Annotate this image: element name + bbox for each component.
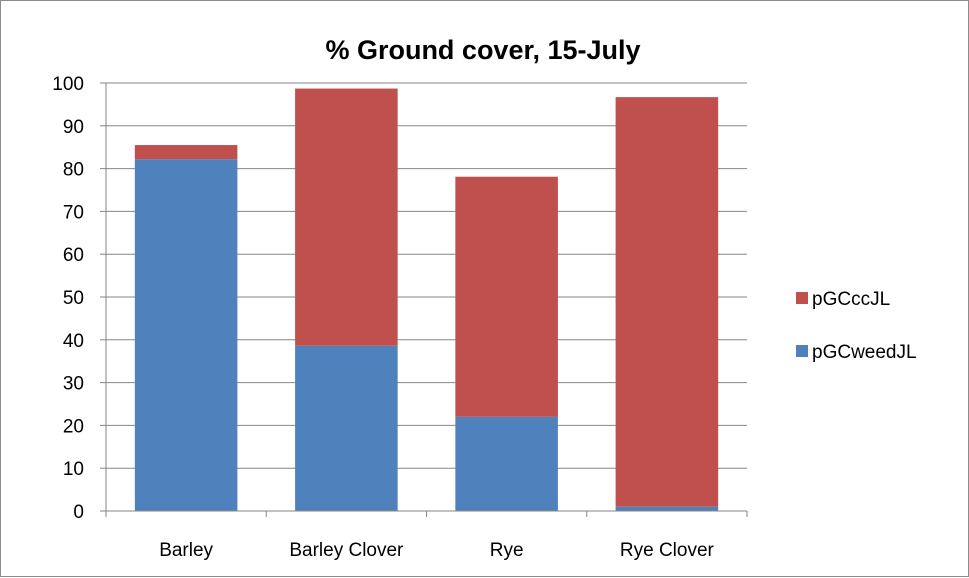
- y-tick-label: 50: [63, 288, 84, 309]
- y-tick-label: 0: [73, 502, 84, 523]
- bar-pGCweedJL-barley: [134, 159, 238, 511]
- bars: [134, 88, 719, 511]
- bar-pGCweedJL-rye: [455, 416, 558, 511]
- y-tick-label: 40: [63, 331, 84, 352]
- y-tick-label: 30: [63, 374, 84, 395]
- legend-label-pGCweedJL: pGCweedJL: [812, 342, 917, 363]
- legend-swatch-pGCccJL: [796, 292, 808, 304]
- x-tick-label: Barley Clover: [289, 540, 404, 561]
- y-axis-ticks: 0 10 20 30 40 50 60 70 80 90 100: [52, 74, 106, 523]
- bar-pGCccJL-barley: [134, 145, 238, 160]
- bar-pGCccJL-barley-clover: [295, 88, 398, 346]
- y-tick-label: 70: [63, 202, 84, 223]
- y-tick-label: 60: [63, 245, 84, 266]
- bar-pGCccJL-rye-clover: [615, 97, 719, 507]
- bar-pGCweedJL-barley-clover: [295, 345, 398, 511]
- legend-label-pGCccJL: pGCccJL: [812, 289, 890, 310]
- legend-swatch-pGCweedJL: [796, 345, 808, 357]
- y-tick-label: 100: [52, 74, 84, 95]
- chart-title: % Ground cover, 15-July: [325, 35, 640, 65]
- x-tick-label: Rye Clover: [620, 540, 715, 561]
- x-tick-label: Barley: [159, 540, 213, 561]
- bar-pGCweedJL-rye-clover: [615, 506, 719, 511]
- y-tick-label: 90: [63, 117, 84, 138]
- y-tick-label: 10: [63, 459, 84, 480]
- bar-pGCccJL-rye: [455, 176, 558, 417]
- x-tick-label: Rye: [490, 540, 524, 561]
- x-axis-ticks: Barley Barley Clover Rye Rye Clover: [105, 511, 748, 561]
- y-tick-label: 80: [63, 160, 84, 181]
- legend: pGCccJL pGCweedJL: [796, 289, 917, 363]
- y-tick-label: 20: [63, 416, 84, 437]
